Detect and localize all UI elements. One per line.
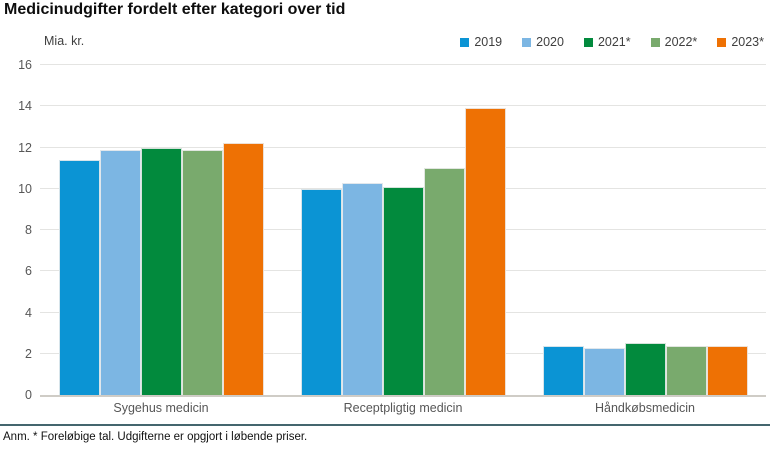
- legend-item-2019: 2019: [460, 35, 502, 49]
- plot-area: [40, 64, 766, 397]
- x-axis-category-label: Håndkøbsmedicin: [594, 401, 696, 415]
- x-axis-category-label: Sygehus medicin: [113, 401, 209, 415]
- legend-label: 2019: [474, 35, 503, 49]
- y-axis-tick-label: 14: [18, 99, 32, 114]
- bar-group: [282, 65, 524, 395]
- y-axis-tick-label: 16: [18, 58, 32, 72]
- bar-2019: [542, 345, 584, 395]
- bar-2020: [583, 347, 625, 395]
- bar-2023: [222, 143, 264, 395]
- bar-2022: [423, 168, 465, 395]
- y-axis-tick-labels: 0 2 4 6 8 10 12 14 16: [0, 58, 32, 402]
- y-axis-tick-label: 10: [18, 181, 32, 196]
- legend-label: 2020: [536, 35, 564, 49]
- footnote: Anm. * Foreløbige tal. Udgifterne er opg…: [3, 431, 308, 443]
- y-axis-tick-label: 0: [25, 388, 32, 402]
- legend-swatch-icon: [650, 37, 660, 47]
- legend-label: 2022*: [664, 35, 698, 49]
- bar-2019: [300, 188, 342, 395]
- legend: 2019 2020 2021* 2022* 2023*: [460, 35, 764, 49]
- legend-label: 2023*: [731, 35, 764, 49]
- chart-title: Medicinudgifter fordelt efter kategori o…: [4, 1, 346, 18]
- y-axis-tick-label: 6: [25, 264, 32, 279]
- legend-item-2020: 2020: [522, 35, 564, 49]
- bar-2023: [706, 345, 748, 395]
- bar-2020: [99, 149, 141, 395]
- y-axis-unit-label: Mia. kr.: [44, 34, 85, 48]
- y-axis-tick-label: 2: [25, 346, 32, 361]
- legend-item-2023: 2023*: [717, 35, 764, 49]
- legend-swatch-icon: [717, 37, 727, 47]
- y-axis-tick-label: 8: [25, 223, 32, 237]
- legend-swatch-icon: [522, 37, 532, 47]
- bar-2019: [58, 159, 100, 395]
- x-axis-category-labels: Sygehus medicin Receptpligtig medicin Hånd…: [40, 401, 766, 415]
- legend-swatch-icon: [460, 37, 470, 47]
- bar-group: [40, 65, 282, 395]
- legend-item-2022: 2022*: [650, 35, 698, 49]
- bar-2021: [140, 147, 182, 395]
- gridline: [40, 105, 766, 107]
- legend-swatch-icon: [583, 37, 593, 47]
- footnote-divider: [0, 424, 770, 426]
- gridline: [40, 146, 766, 148]
- bar-2021: [382, 186, 424, 395]
- legend-item-2021: 2021*: [583, 35, 631, 49]
- bar-2022: [181, 149, 223, 395]
- bar-group: [524, 65, 766, 395]
- bar-2023: [464, 108, 506, 395]
- legend-label: 2021*: [597, 35, 631, 49]
- x-axis-category-label: Receptpligtig medicin: [343, 401, 463, 415]
- y-axis-tick-label: 4: [25, 305, 32, 320]
- bar-2021: [624, 343, 666, 395]
- bar-2022: [665, 345, 707, 395]
- bar-2020: [341, 182, 383, 395]
- y-axis-tick-label: 12: [18, 140, 32, 155]
- gridline: [40, 64, 766, 65]
